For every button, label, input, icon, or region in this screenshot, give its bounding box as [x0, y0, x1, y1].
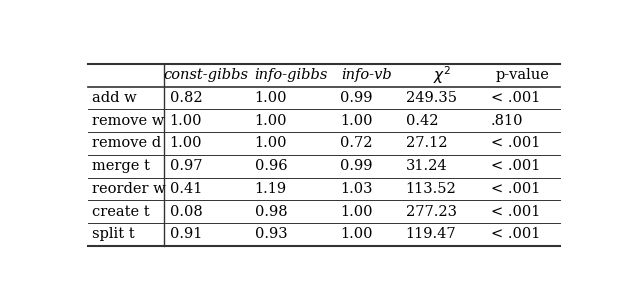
Text: < .001: < .001: [490, 182, 540, 196]
Text: const-gibbs: const-gibbs: [164, 69, 249, 82]
Text: reorder w: reorder w: [92, 182, 166, 196]
Text: info-vb: info-vb: [342, 69, 392, 82]
Text: 0.97: 0.97: [170, 159, 202, 173]
Text: 1.00: 1.00: [255, 137, 287, 150]
Text: 1.00: 1.00: [340, 114, 372, 128]
Text: 1.19: 1.19: [255, 182, 287, 196]
Text: 0.93: 0.93: [255, 227, 288, 241]
Text: 1.00: 1.00: [255, 91, 287, 105]
Text: $\chi^2$: $\chi^2$: [433, 65, 452, 86]
Text: create t: create t: [92, 204, 149, 219]
Text: < .001: < .001: [490, 159, 540, 173]
Text: p-value: p-value: [495, 69, 550, 82]
Text: 27.12: 27.12: [406, 137, 447, 150]
Text: 0.91: 0.91: [170, 227, 202, 241]
Text: .810: .810: [490, 114, 523, 128]
Text: 0.41: 0.41: [170, 182, 202, 196]
Text: 249.35: 249.35: [406, 91, 457, 105]
Text: merge t: merge t: [92, 159, 150, 173]
Text: 113.52: 113.52: [406, 182, 457, 196]
Text: 1.00: 1.00: [170, 137, 202, 150]
Text: remove w: remove w: [92, 114, 165, 128]
Text: 0.98: 0.98: [255, 204, 288, 219]
Text: info-gibbs: info-gibbs: [255, 69, 328, 82]
Text: < .001: < .001: [490, 91, 540, 105]
Text: 0.99: 0.99: [340, 91, 372, 105]
Text: 0.08: 0.08: [170, 204, 202, 219]
Text: 119.47: 119.47: [406, 227, 456, 241]
Text: 1.03: 1.03: [340, 182, 372, 196]
Text: < .001: < .001: [490, 137, 540, 150]
Text: 1.00: 1.00: [340, 204, 372, 219]
Text: remove d: remove d: [92, 137, 161, 150]
Text: 0.72: 0.72: [340, 137, 372, 150]
Text: 0.42: 0.42: [406, 114, 438, 128]
Text: 1.00: 1.00: [255, 114, 287, 128]
Text: 0.99: 0.99: [340, 159, 372, 173]
Text: < .001: < .001: [490, 227, 540, 241]
Text: 0.82: 0.82: [170, 91, 202, 105]
Text: 31.24: 31.24: [406, 159, 447, 173]
Text: 1.00: 1.00: [170, 114, 202, 128]
Text: 277.23: 277.23: [406, 204, 457, 219]
Text: split t: split t: [92, 227, 135, 241]
Text: 0.96: 0.96: [255, 159, 288, 173]
Text: < .001: < .001: [490, 204, 540, 219]
Text: 1.00: 1.00: [340, 227, 372, 241]
Text: add w: add w: [92, 91, 137, 105]
